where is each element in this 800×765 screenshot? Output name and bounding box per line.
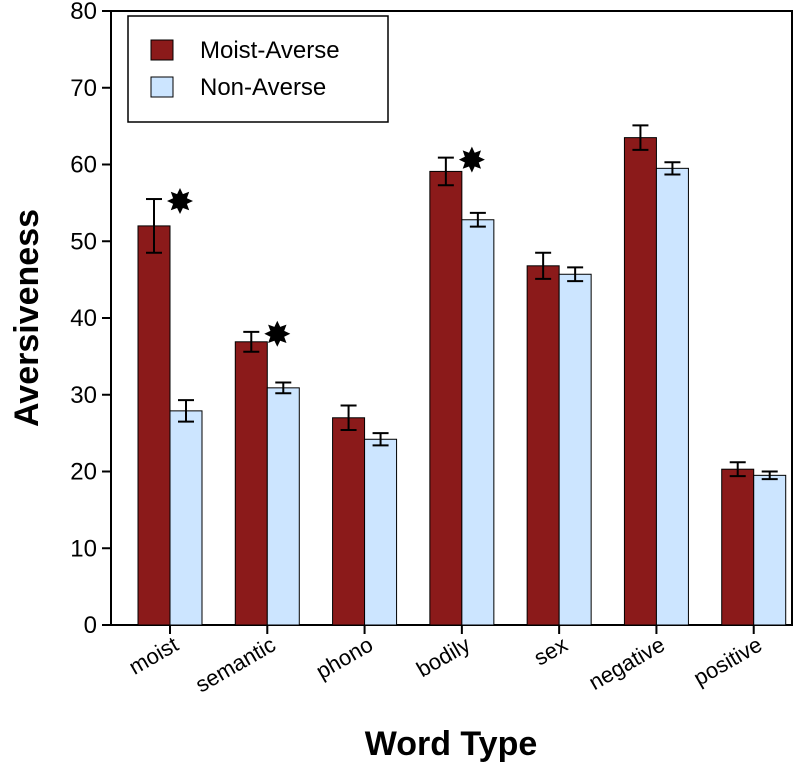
- legend-box: [127, 15, 389, 123]
- bar-positive-moist-averse: [721, 468, 755, 626]
- bar-phono-non-averse: [364, 438, 398, 626]
- legend-label-moist-averse: Moist-Averse: [200, 37, 340, 64]
- bar-phono-moist-averse: [332, 417, 366, 626]
- significance-markers: [167, 146, 485, 347]
- bars-layer: [137, 124, 787, 626]
- legend-swatch-moist-averse: [150, 39, 174, 61]
- significance-star-icon: [167, 188, 193, 214]
- x-tick-label: sex: [529, 632, 571, 671]
- y-tick-label: 80: [70, 0, 97, 25]
- x-axis-title: Word Type: [365, 725, 538, 763]
- y-tick-label: 30: [70, 382, 97, 409]
- y-tick-label: 20: [70, 459, 97, 486]
- y-tick-label: 10: [70, 535, 97, 562]
- significance-star-icon: [264, 320, 291, 347]
- bar-positive-non-averse: [753, 474, 787, 626]
- y-tick-label: 40: [70, 305, 97, 332]
- x-tick-label: positive: [689, 632, 766, 691]
- bar-semantic-non-averse: [266, 387, 300, 626]
- bar-sex-non-averse: [558, 273, 592, 626]
- x-tick-label: negative: [584, 632, 669, 695]
- legend-swatch-non-averse: [150, 76, 174, 98]
- y-tick-label: 70: [70, 75, 97, 102]
- y-tick-label: 60: [70, 152, 97, 179]
- x-tick-label: semantic: [191, 632, 280, 698]
- x-axis: moist semantic phono bodily sex negative posit…: [124, 625, 766, 697]
- bar-sex-moist-averse: [526, 265, 560, 626]
- significance-star-icon: [458, 146, 485, 173]
- y-axis: 0 10 20 30 40 50 60 70 80: [70, 0, 111, 639]
- bar-bodily-moist-averse: [429, 170, 463, 626]
- bar-moist-non-averse: [169, 410, 203, 626]
- x-tick-label: phono: [312, 632, 377, 684]
- bar-bodily-non-averse: [461, 219, 495, 626]
- legend: Moist-Averse Non-Averse: [127, 15, 389, 123]
- bar-negative-non-averse: [655, 167, 689, 626]
- y-axis-title: Aversiveness: [8, 209, 46, 427]
- y-tick-label: 50: [70, 228, 97, 255]
- x-tick-label: moist: [124, 632, 182, 680]
- bar-semantic-moist-averse: [234, 341, 268, 626]
- x-tick-label: bodily: [412, 632, 474, 682]
- legend-label-non-averse: Non-Averse: [200, 74, 326, 101]
- bar-moist-moist-averse: [137, 225, 171, 626]
- bar-negative-moist-averse: [623, 137, 657, 626]
- y-tick-label: 0: [84, 612, 97, 639]
